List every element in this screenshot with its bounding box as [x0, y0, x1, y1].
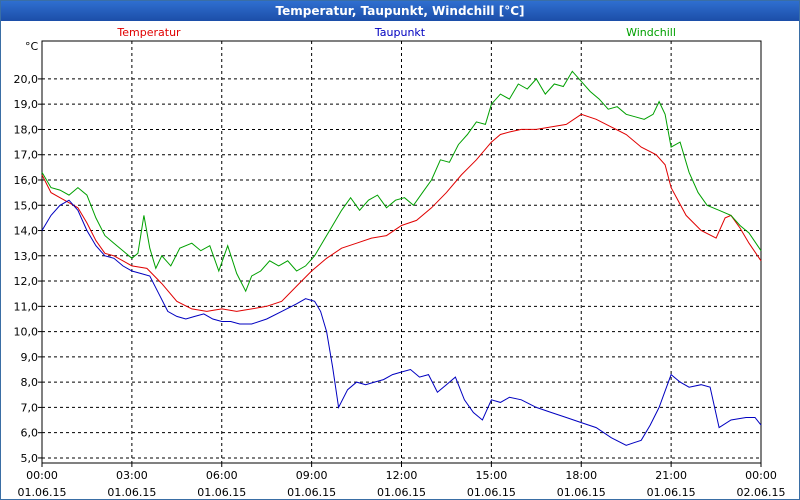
x-tick-time: 06:00: [206, 469, 238, 482]
legend: Temperatur Taupunkt Windchill: [116, 26, 676, 39]
y-tick-label: 11,0: [14, 300, 39, 313]
x-tick-time: 12:00: [386, 469, 418, 482]
x-tick-time: 00:00: [745, 469, 777, 482]
window-title: Temperatur, Taupunkt, Windchill [°C]: [1, 1, 799, 21]
y-tick-label: 17,0: [14, 149, 39, 162]
x-tick-time: 18:00: [565, 469, 597, 482]
x-tick-labels: 00:00 01.06.15 03:00 01.06.15 06:00 01.06.15 0…: [18, 469, 786, 499]
y-tick-label: 14,0: [14, 225, 39, 238]
y-tick-labels: 5,0 6,0 7,0 8,0 9,0 10,0 11,0 12,0 13,0 14,0 15,0 1…: [14, 73, 39, 465]
x-tick-date: 01.06.15: [377, 486, 426, 499]
y-tick-label: 15,0: [14, 199, 39, 212]
grid-lines: [42, 41, 761, 463]
y-tick-label: 20,0: [14, 73, 39, 86]
series-line-taupunkt: [41, 199, 762, 446]
y-tick-label: 5,0: [21, 452, 39, 465]
y-tick-label: 13,0: [14, 250, 39, 263]
line-chart: 5,0 6,0 7,0 8,0 9,0 10,0 11,0 12,0 13,0 14,0 15,0 1…: [14, 26, 786, 499]
plot-border: [41, 40, 762, 464]
y-tick-label: 19,0: [14, 98, 39, 111]
x-tick-date: 01.06.15: [467, 486, 516, 499]
plot-area-frame: [38, 40, 762, 467]
x-tick-time: 21:00: [655, 469, 687, 482]
y-tick-label: 16,0: [14, 174, 39, 187]
legend-item-windchill: Windchill: [626, 26, 676, 39]
y-tick-label: 7,0: [21, 401, 39, 414]
x-tick-time: 03:00: [116, 469, 148, 482]
x-tick-time: 09:00: [296, 469, 328, 482]
x-tick-date: 01.06.15: [107, 486, 156, 499]
y-tick-label: 8,0: [21, 376, 39, 389]
x-tick-time: 15:00: [476, 469, 508, 482]
series-line-temperatur: [41, 113, 762, 312]
x-tick-date: 01.06.15: [18, 486, 67, 499]
series-line-windchill: [41, 70, 762, 293]
x-tick-date: 02.06.15: [737, 486, 786, 499]
x-tick-time: 00:00: [26, 469, 58, 482]
y-tick-label: 6,0: [21, 427, 39, 440]
legend-item-taupunkt: Taupunkt: [374, 26, 426, 39]
y-tick-label: 9,0: [21, 351, 39, 364]
legend-item-temperatur: Temperatur: [116, 26, 181, 39]
y-tick-label: 12,0: [14, 275, 39, 288]
series-layer: [41, 70, 762, 446]
x-tick-date: 01.06.15: [197, 486, 246, 499]
x-tick-date: 01.06.15: [647, 486, 696, 499]
y-tick-label: 18,0: [14, 123, 39, 136]
x-tick-date: 01.06.15: [287, 486, 336, 499]
y-axis-unit-label: °C: [25, 40, 39, 53]
y-tick-label: 10,0: [14, 326, 39, 339]
x-tick-date: 01.06.15: [557, 486, 606, 499]
